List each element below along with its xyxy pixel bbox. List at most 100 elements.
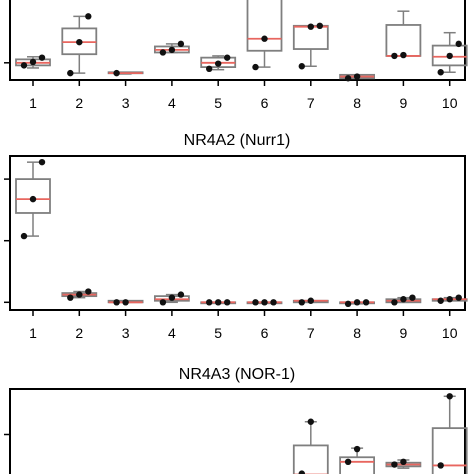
axes-frame: [9, 0, 466, 81]
x-tick-label: 10: [442, 325, 458, 341]
data-point: [168, 294, 176, 301]
data-point: [344, 300, 352, 308]
data-point: [316, 22, 323, 30]
box-category-7: [292, 297, 329, 306]
data-point: [85, 288, 92, 295]
data-point: [307, 297, 314, 304]
data-point: [252, 299, 259, 306]
data-point: [298, 63, 305, 70]
box-category-1: [15, 54, 51, 69]
data-point: [85, 13, 92, 20]
panel-bottom: NR4A3 (NOR-1): [4, 366, 468, 474]
box-category-10: [431, 31, 468, 76]
data-point: [446, 296, 453, 303]
data-point: [353, 445, 361, 453]
x-tick-label: 3: [122, 95, 130, 111]
data-point: [252, 63, 259, 71]
data-point: [391, 52, 398, 60]
data-point: [29, 58, 37, 66]
data-point: [159, 299, 167, 306]
x-tick-label: 5: [214, 95, 222, 111]
data-point: [177, 291, 185, 298]
panel-top: 1 2 3 4 5 6 7 8 9 10: [4, 0, 468, 111]
x-tick-label: 3: [122, 325, 130, 341]
x-tick-label: 5: [214, 325, 222, 341]
box-category-7: [292, 418, 329, 474]
box-category-2: [61, 288, 98, 301]
data-point: [353, 299, 361, 306]
data-point: [446, 393, 453, 400]
data-point: [391, 299, 398, 306]
data-point: [344, 75, 352, 82]
box-category-5: [200, 54, 237, 73]
box-iqr: [292, 444, 329, 474]
x-tick-label: 2: [75, 95, 83, 111]
data-point: [206, 65, 213, 73]
box-category-9: [385, 294, 422, 306]
data-point: [437, 69, 444, 76]
box-category-8: [339, 445, 376, 474]
box-iqr: [246, 0, 283, 52]
data-point: [20, 232, 28, 240]
data-point: [261, 299, 268, 306]
x-tick-label: 6: [261, 95, 269, 111]
data-point: [20, 62, 28, 69]
data-point: [29, 195, 37, 203]
box-iqr: [431, 427, 468, 474]
x-tick-label: 6: [261, 325, 269, 341]
box-category-5: [200, 299, 237, 306]
panel-title: NR4A2 (Nurr1): [184, 132, 291, 149]
box-category-9: [385, 458, 422, 469]
data-point: [38, 54, 46, 61]
data-point: [67, 69, 74, 77]
panel-middle: NR4A2 (Nurr1) 1 2 3 4 5 6 7 8 9 10: [4, 132, 468, 341]
data-point: [455, 40, 462, 48]
x-tick-label: 10: [442, 95, 458, 111]
panel-title: NR4A3 (NOR-1): [179, 366, 295, 383]
x-tick-label: 1: [29, 325, 37, 341]
box-category-2: [61, 13, 98, 77]
data-point: [177, 40, 185, 48]
x-tick-label: 9: [400, 325, 408, 341]
x-tick-label: 4: [168, 325, 176, 341]
data-point: [224, 54, 231, 61]
box-category-10: [431, 393, 468, 474]
box-category-6: [246, 299, 283, 306]
box-category-4: [153, 40, 190, 56]
data-point: [455, 294, 462, 301]
data-point: [307, 418, 314, 425]
box-category-6: [246, 0, 283, 71]
x-tick-label: 4: [168, 95, 176, 111]
box-category-7: [292, 22, 329, 70]
data-point: [159, 49, 167, 56]
x-tick-label: 8: [353, 95, 361, 111]
data-point: [437, 462, 444, 469]
axes-frame: [9, 155, 466, 311]
x-tick-label: 2: [75, 325, 83, 341]
box-category-8: [339, 73, 376, 82]
data-point: [122, 299, 129, 306]
box-category-10: [431, 294, 468, 304]
data-point: [76, 291, 83, 298]
x-tick-label: 1: [29, 95, 37, 111]
data-point: [67, 294, 74, 301]
data-point: [298, 470, 305, 474]
data-point: [168, 46, 176, 54]
box-category-1: [15, 158, 51, 240]
axes-frame: [9, 388, 466, 474]
box-iqr: [431, 44, 468, 67]
box-category-3: [107, 69, 144, 77]
box-category-8: [339, 299, 376, 308]
box-iqr: [385, 24, 422, 57]
x-tick-label: 8: [353, 325, 361, 341]
data-point: [298, 299, 305, 306]
box-category-9: [385, 10, 422, 60]
x-tick-label: 9: [400, 95, 408, 111]
data-point: [391, 461, 398, 468]
data-point: [76, 38, 83, 46]
data-point: [113, 299, 120, 306]
data-point: [270, 299, 277, 306]
data-point: [400, 458, 407, 465]
box-iqr: [339, 456, 376, 474]
